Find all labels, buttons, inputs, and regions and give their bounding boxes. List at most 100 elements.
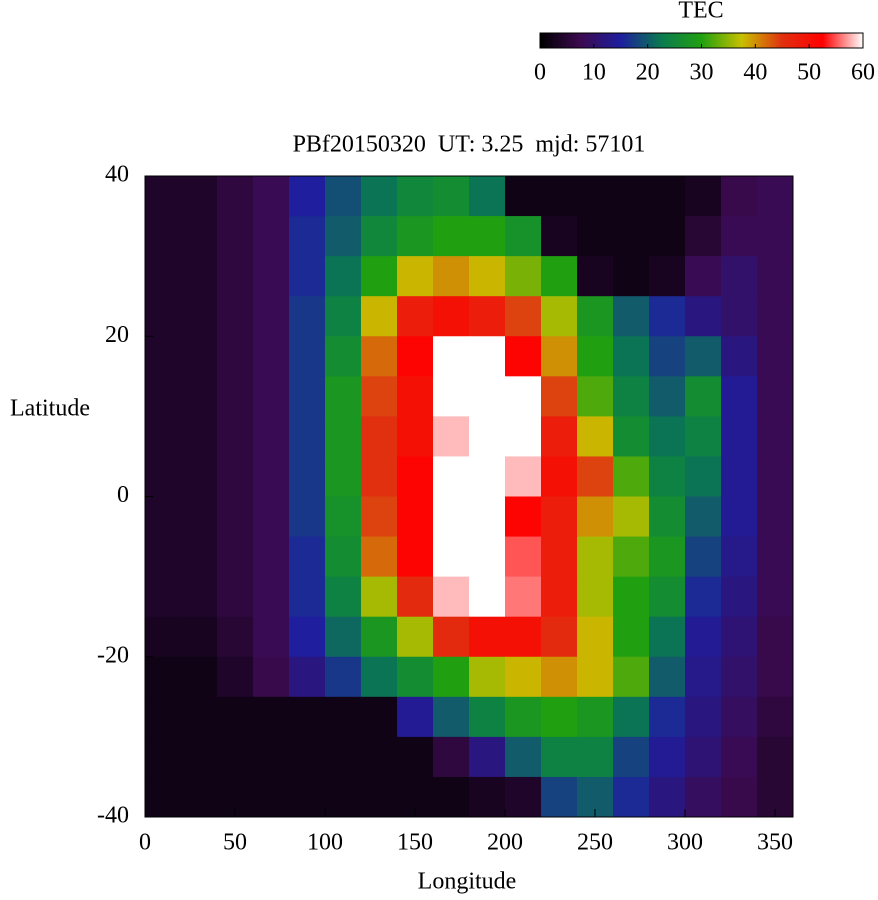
heat-cell <box>253 416 290 457</box>
heat-cell <box>181 576 218 618</box>
heat-cell <box>577 296 614 337</box>
heat-cell <box>505 736 542 778</box>
heat-cell <box>613 336 650 377</box>
heat-cell <box>649 776 686 818</box>
heat-cell <box>397 736 434 778</box>
heat-cell <box>469 256 506 297</box>
heat-cell <box>685 696 722 738</box>
heat-cell <box>613 376 650 417</box>
heat-cell <box>757 656 794 698</box>
heat-cell <box>541 416 578 457</box>
heat-cell <box>253 696 290 738</box>
heat-cell <box>253 736 290 778</box>
x-tick-label: 50 <box>223 830 247 856</box>
heat-cell <box>469 576 506 618</box>
heat-cell <box>721 736 758 778</box>
heat-cell <box>181 296 218 337</box>
heat-cell <box>649 376 686 417</box>
heat-cell <box>217 336 254 377</box>
heat-cell <box>217 616 254 658</box>
heat-cell <box>613 256 650 297</box>
heat-cell <box>397 616 434 658</box>
heat-cell <box>721 536 758 578</box>
heat-cell <box>289 776 326 818</box>
heat-cell <box>397 176 434 217</box>
heat-cell <box>253 496 290 538</box>
heat-cell <box>253 656 290 698</box>
heat-cell <box>361 176 398 217</box>
heat-cell <box>433 216 470 257</box>
heat-cell <box>181 216 218 257</box>
heat-cell <box>145 776 182 818</box>
heat-cell <box>145 576 182 618</box>
heat-cell <box>325 496 362 538</box>
heat-cell <box>469 776 506 818</box>
heat-cell <box>289 296 326 337</box>
colorbar-tick-label: 30 <box>690 60 714 86</box>
heat-cell <box>217 296 254 337</box>
x-tick-label: 350 <box>757 830 793 856</box>
heat-cell <box>145 656 182 698</box>
y-tick-label: 40 <box>105 162 129 188</box>
heat-cell <box>757 736 794 778</box>
heat-cell <box>757 176 794 217</box>
heat-cell <box>325 296 362 337</box>
heat-cell <box>757 456 794 497</box>
heat-cell <box>757 256 794 297</box>
heat-cell <box>613 416 650 457</box>
heat-cell <box>613 776 650 818</box>
colorbar-label: TEC <box>678 0 723 24</box>
heat-cell <box>145 616 182 658</box>
heat-cell <box>325 696 362 738</box>
heat-cell <box>361 456 398 497</box>
heat-cell <box>145 456 182 497</box>
heat-cell <box>181 336 218 377</box>
heat-cell <box>721 216 758 257</box>
heat-cell <box>721 456 758 497</box>
heat-cell <box>613 736 650 778</box>
heat-cell <box>253 336 290 377</box>
heat-cell <box>649 456 686 497</box>
heat-cell <box>433 416 470 457</box>
heat-cell <box>613 176 650 217</box>
heat-cell <box>253 296 290 337</box>
heat-cell <box>361 776 398 818</box>
heat-cell <box>289 376 326 417</box>
heat-cell <box>685 176 722 217</box>
heat-cell <box>541 376 578 417</box>
heat-cell <box>397 536 434 578</box>
heat-cell <box>505 256 542 297</box>
heat-cell <box>433 496 470 538</box>
heat-cell <box>685 416 722 457</box>
heat-cell <box>217 656 254 698</box>
heat-cell <box>433 256 470 297</box>
heat-cell <box>721 176 758 217</box>
heat-cell <box>145 216 182 257</box>
heat-cell <box>505 336 542 377</box>
heat-cell <box>505 176 542 217</box>
heat-cell <box>325 736 362 778</box>
heat-cell <box>613 656 650 698</box>
heat-cell <box>541 656 578 698</box>
heat-cell <box>181 496 218 538</box>
heat-cell <box>685 296 722 337</box>
heat-cell <box>685 576 722 618</box>
heat-cell <box>613 216 650 257</box>
heat-cell <box>577 536 614 578</box>
heat-cell <box>469 376 506 417</box>
heat-cell <box>685 336 722 377</box>
heat-cell <box>577 256 614 297</box>
heat-cell <box>289 696 326 738</box>
heat-cell <box>721 576 758 618</box>
heat-cell <box>469 656 506 698</box>
heat-cell <box>181 736 218 778</box>
heat-cell <box>649 616 686 658</box>
heat-cell <box>289 216 326 257</box>
heat-cell <box>181 536 218 578</box>
heat-cell <box>253 616 290 658</box>
heat-cell <box>325 176 362 217</box>
heat-cell <box>577 696 614 738</box>
heat-cell <box>325 216 362 257</box>
colorbar-tick-label: 40 <box>743 60 767 86</box>
heat-cell <box>433 776 470 818</box>
